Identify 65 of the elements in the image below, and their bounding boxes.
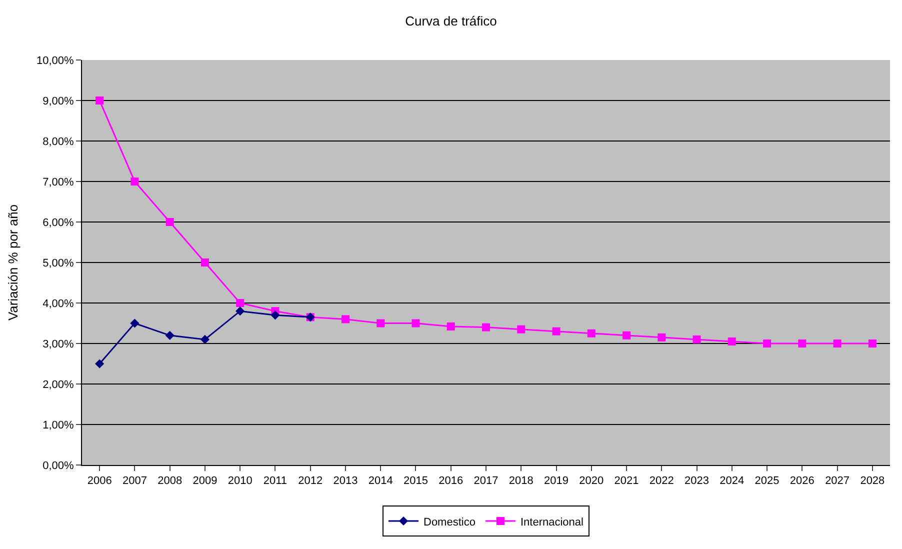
point: [763, 340, 772, 348]
y-tick-label: 3,00%: [42, 338, 74, 350]
point: [166, 218, 174, 226]
point: [200, 334, 210, 344]
point: [270, 310, 280, 320]
legend-label: Domestico: [424, 516, 476, 528]
y-tick-label: 1,00%: [42, 419, 74, 432]
point: [587, 329, 596, 338]
x-tick-label: 2009: [192, 475, 218, 488]
point: [236, 299, 244, 307]
y-tick-label: 7,00%: [42, 176, 74, 188]
x-tick-label: 2007: [122, 475, 147, 488]
point: [692, 335, 701, 344]
point: [833, 340, 842, 348]
point: [165, 330, 174, 340]
point: [96, 96, 104, 104]
x-tick-label: 2023: [684, 475, 710, 488]
x-tick-label: 2006: [87, 475, 112, 488]
point: [130, 318, 140, 328]
x-tick-label: 2024: [720, 475, 744, 488]
x-tick-label: 2013: [333, 475, 358, 488]
point: [868, 340, 876, 348]
x-tick-label: 2025: [754, 475, 780, 488]
point: [728, 337, 736, 346]
point: [236, 306, 245, 316]
x-tick-label: 2028: [860, 475, 885, 488]
point: [658, 333, 666, 342]
x-tick-label: 2020: [579, 475, 604, 488]
x-tick-label: 2016: [438, 475, 464, 488]
chart-title: Curva de tráfico: [405, 14, 497, 29]
point: [446, 322, 455, 330]
x-tick-label: 2015: [404, 475, 428, 488]
point: [200, 258, 209, 266]
x-tick-label: 2027: [825, 475, 850, 488]
point: [130, 178, 139, 186]
y-axis-title: Variación % por año: [5, 204, 20, 321]
x-tick-label: 2019: [544, 475, 568, 488]
point: [552, 327, 560, 336]
y-tick-label: 4,00%: [42, 298, 74, 310]
point: [517, 325, 526, 334]
y-tick-label: 8,00%: [42, 136, 74, 148]
point: [412, 319, 420, 328]
x-tick-label: 2018: [508, 475, 534, 488]
y-tick-label: 5,00%: [42, 257, 74, 270]
x-tick-label: 2026: [790, 475, 814, 488]
point: [622, 331, 631, 340]
point: [341, 315, 350, 324]
point: [798, 340, 806, 348]
x-tick-label: 2012: [298, 475, 323, 488]
y-tick-label: 2,00%: [42, 378, 74, 391]
point: [95, 359, 104, 368]
point: [376, 319, 385, 328]
legend-label: Internacional: [520, 516, 584, 528]
y-tick-label: 0,00%: [42, 460, 74, 472]
x-tick-label: 2022: [649, 475, 674, 488]
x-tick-label: 2017: [474, 475, 498, 488]
x-tick-label: 2021: [614, 475, 639, 488]
x-tick-label: 2011: [263, 475, 288, 488]
y-tick-label: 10,00%: [36, 54, 74, 67]
x-tick-label: 2008: [158, 475, 182, 488]
y-tick-label: 6,00%: [42, 216, 74, 229]
x-tick-label: 2010: [228, 475, 252, 488]
point: [482, 323, 490, 332]
x-tick-label: 2014: [368, 475, 393, 488]
y-tick-label: 9,00%: [42, 95, 74, 108]
